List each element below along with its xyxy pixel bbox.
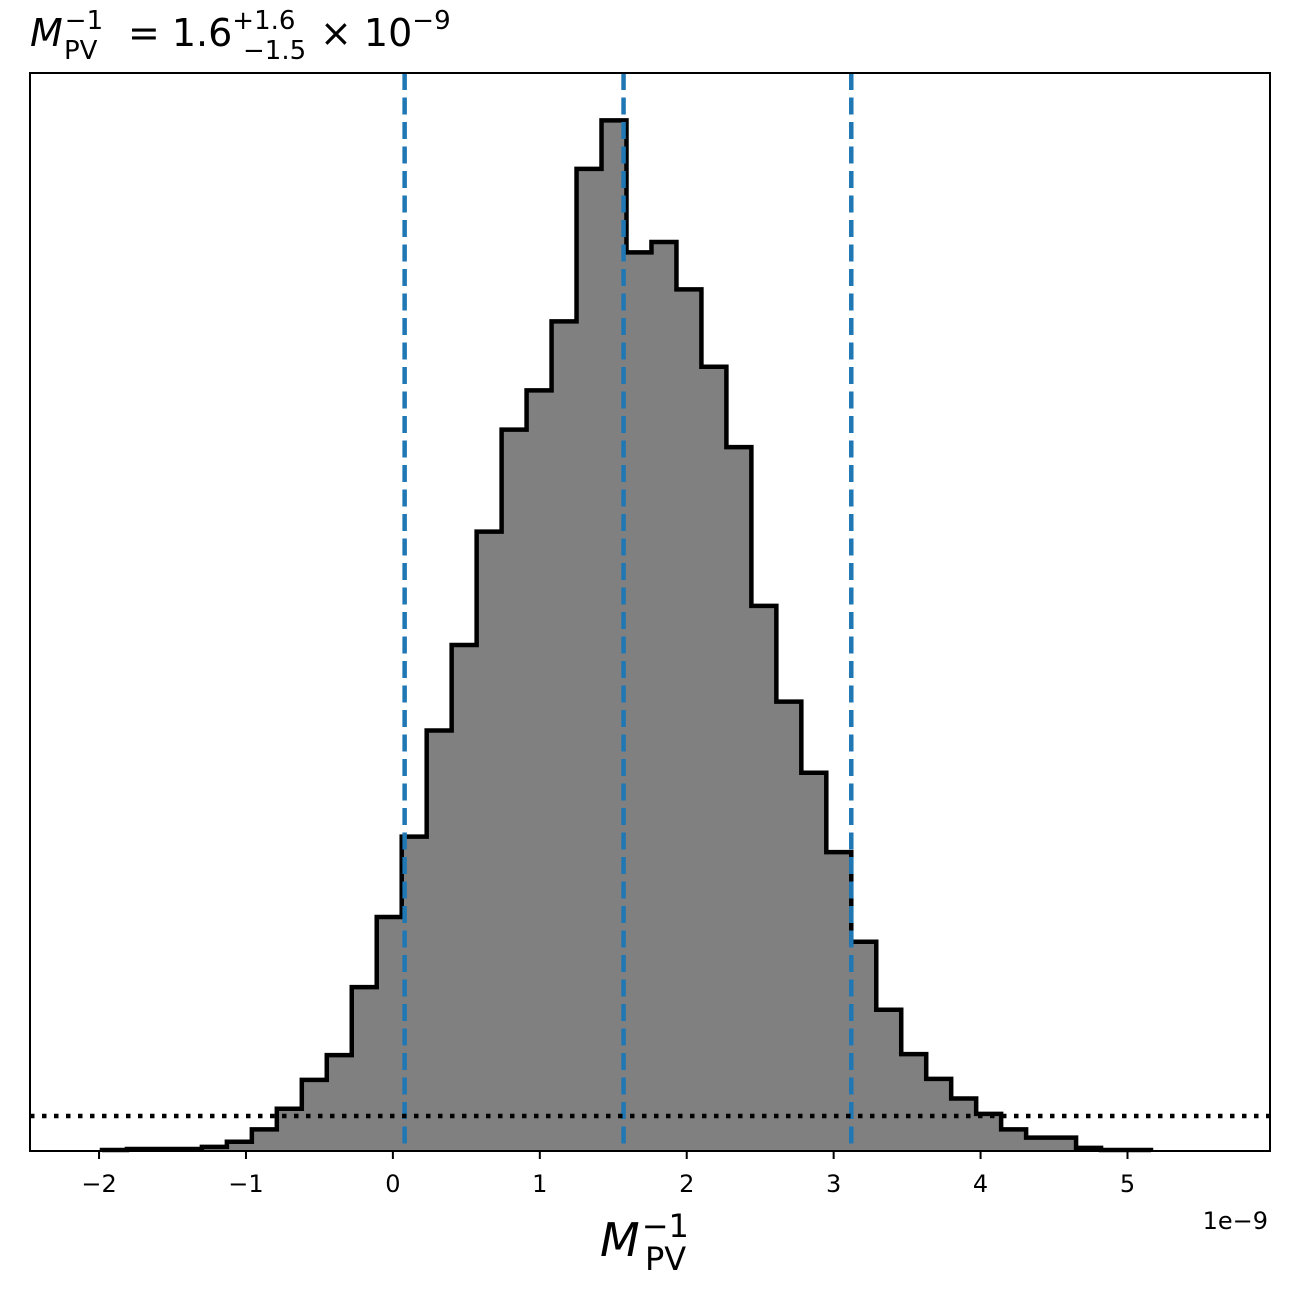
histogram-bar [826, 852, 852, 1151]
x-axis-offset-label: 1e−9 [1203, 1207, 1268, 1235]
x-tick-label: 5 [1120, 1170, 1135, 1198]
histogram-bar [351, 987, 378, 1151]
histogram-bar [801, 772, 827, 1151]
quantile-lines [402, 73, 854, 1151]
histogram-bar [676, 289, 702, 1152]
xlabel-symbol: M [600, 1213, 640, 1267]
x-tick-label: 2 [679, 1170, 694, 1198]
histogram-bar [376, 917, 403, 1151]
x-axis-label: M−1 PV [600, 1207, 689, 1278]
histogram-bar [526, 390, 553, 1151]
x-tick-label: −2 [81, 1170, 116, 1198]
title-equals: = [128, 11, 160, 55]
xlabel-subscript: PV [645, 1240, 686, 1278]
x-tick-label: 3 [826, 1170, 841, 1198]
x-tick-label: 1 [532, 1170, 547, 1198]
x-tick-label: −1 [228, 1170, 263, 1198]
histogram-bar [776, 701, 802, 1151]
histogram-bar [901, 1054, 927, 1151]
histogram-bar [476, 531, 503, 1151]
histogram-outline [99, 118, 1154, 1153]
histogram-bar [551, 321, 578, 1151]
x-tick-label: 0 [385, 1170, 400, 1198]
histogram-bar [326, 1055, 353, 1151]
title-symbol: M [30, 11, 63, 55]
histogram-bar [501, 429, 528, 1151]
histogram-bar [1026, 1137, 1052, 1151]
histogram-bar [701, 366, 727, 1151]
title-subscript: PV [64, 36, 98, 66]
histogram-bar [251, 1129, 278, 1151]
x-axis-ticks: −2 −1 0 1 2 3 4 5 [81, 1151, 1135, 1198]
x-tick-label: 4 [973, 1170, 988, 1198]
histogram-bar [651, 242, 677, 1151]
histogram-bar [1051, 1137, 1077, 1151]
title-times-ten: × 10 [320, 11, 412, 55]
histogram-bar [226, 1141, 253, 1151]
histogram-bar [1001, 1129, 1027, 1151]
histogram-bar [451, 644, 478, 1151]
histogram-bar [601, 120, 627, 1152]
histogram-bar [951, 1098, 977, 1151]
plot-frame [29, 72, 1271, 1152]
title-err-minus: −1.5 [243, 36, 306, 66]
title-exponent: −9 [412, 6, 450, 36]
xlabel-superscript: −1 [642, 1207, 689, 1245]
histogram-bar [426, 730, 453, 1151]
histogram-bar [576, 168, 603, 1152]
histogram-bar [726, 447, 752, 1151]
title-err-plus: +1.6 [232, 6, 295, 36]
title-median: 1.6 [172, 11, 232, 55]
histogram-bar [301, 1079, 328, 1151]
histogram-bar [751, 605, 777, 1151]
histogram-bar [976, 1113, 1002, 1151]
histogram-bar [851, 941, 877, 1151]
histogram-bar [876, 1009, 902, 1151]
chart-title: M−1 PV = 1.6+1.6 −1.5 × 10−9 [30, 6, 451, 66]
histogram-bars [101, 120, 1152, 1152]
histogram-bar [626, 252, 652, 1152]
title-superscript: −1 [65, 6, 103, 36]
